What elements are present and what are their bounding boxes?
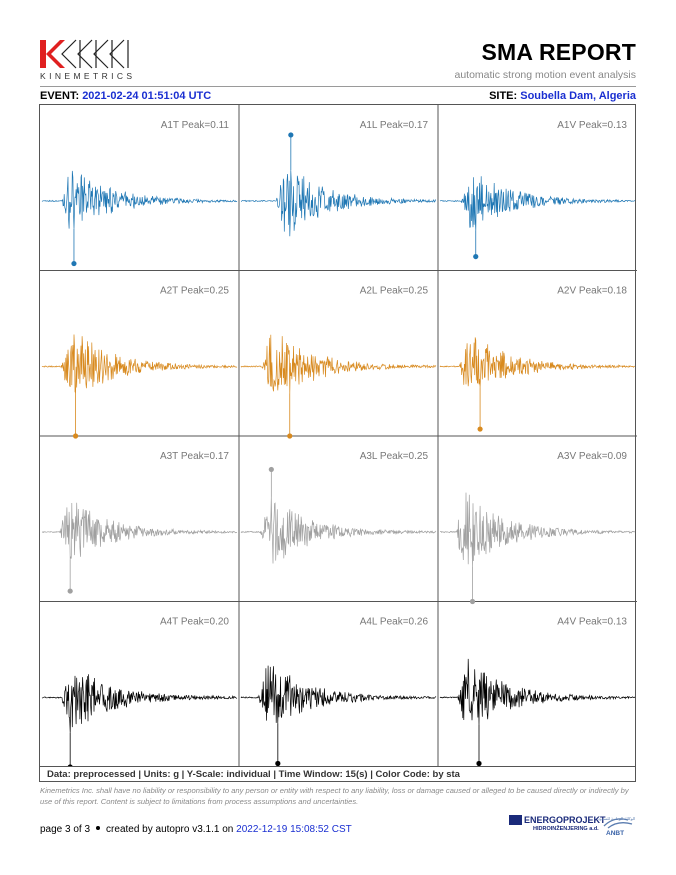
created-by: created by autopro v3.1.1 on [106,824,234,835]
peak-marker-dot [473,253,479,260]
report-subtitle: automatic strong motion event analysis [454,69,636,81]
waveform-trace [41,502,237,560]
report-title: SMA REPORT [481,39,636,65]
waveform-grid: A1T Peak=0.11 A1L Peak=0.17 A1V Peak=0.13 A… [39,104,637,782]
panel-peak-label: A4L Peak=0.26 [360,617,429,628]
waveform-panel: A2L Peak=0.25 [240,286,437,439]
panel-peak-label: A2L Peak=0.25 [360,286,429,297]
header-divider [40,86,636,87]
waveform-panel: A4V Peak=0.13 [439,617,636,767]
waveform-trace [439,492,636,567]
waveform-panel: A3V Peak=0.09 [439,451,636,605]
waveform-panel: A1T Peak=0.11 [41,120,238,267]
waveform-trace [41,334,238,394]
waveform-trace [240,170,436,237]
waveform-trace [439,337,636,388]
processing-parameters: Data: preprocessed | Units: g | Y-Scale:… [39,766,636,782]
site-label: SITE: [489,90,518,102]
logo-wordmark: KINEMETRICS [40,71,136,81]
energoprojekt-subname: HIDROINŽENJERING a.d. [533,826,599,832]
bullet-dot-icon [96,826,101,831]
anbt-wave-icon [603,818,633,829]
waveform-grid-svg: A1T Peak=0.11 A1L Peak=0.17 A1V Peak=0.13 A… [40,105,637,767]
peak-marker-dot [477,426,483,432]
energoprojekt-mark-icon [509,815,522,825]
waveform-panel: A3T Peak=0.17 [41,451,237,594]
anbt-name: ANBT [606,830,625,837]
event-datetime: 2021-02-24 01:51:04 UTC [82,90,212,102]
panel-peak-label: A1L Peak=0.17 [360,120,429,131]
waveform-trace [41,674,238,733]
page-footer: page 3 of 3 created by autopro v3.1.1 on … [40,824,352,835]
disclaimer: Kinemetrics Inc. shall have no liability… [40,786,629,806]
peak-marker-dot [71,260,77,267]
waveform-panel: A1V Peak=0.13 [439,120,636,260]
event-info-bar: EVENT: 2021-02-24 01:51:04 UTC SITE: Sou… [40,90,636,102]
event-label: EVENT: [40,90,80,102]
panel-peak-label: A1T Peak=0.11 [161,120,230,131]
energoprojekt-name: ENERGOPROJEKT [524,815,606,825]
waveform-panel: A4L Peak=0.26 [240,617,437,767]
waveform-panel: A1L Peak=0.17 [240,120,436,237]
peak-marker-dot [67,588,73,594]
site-name: Soubella Dam, Algeria [520,90,636,102]
waveform-trace [41,170,238,229]
panel-peak-label: A2T Peak=0.25 [160,286,229,297]
energoprojekt-logo: ENERGOPROJEKT HIDROINŽENJERING a.d. [509,812,606,838]
waveform-trace [240,334,437,394]
panel-peak-label: A2V Peak=0.18 [557,286,627,297]
site-info: SITE: Soubella Dam, Algeria [489,90,636,102]
anbt-arabic-name: الوكالة الوطنية للسدود [598,816,636,821]
waveform-panel: A4T Peak=0.20 [41,617,238,767]
kinemetrics-logo [40,38,135,75]
anbt-logo: الوكالة الوطنية للسدود ANBT [598,812,638,840]
panel-peak-label: A3T Peak=0.17 [160,451,229,462]
waveform-panel: A3L Peak=0.25 [240,451,437,564]
kinemetrics-logo-icon [40,39,129,69]
waveform-panel: A2T Peak=0.25 [41,286,238,439]
page-number: page 3 of 3 [40,824,91,835]
peak-marker-dot [72,433,79,439]
panel-peak-label: A3V Peak=0.09 [557,451,627,462]
waveform-trace [439,658,636,726]
report-header: KINEMETRICS SMA REPORT automatic strong … [40,38,636,88]
peak-marker-dot [275,760,281,767]
created-timestamp: 2022-12-19 15:08:52 CST [236,824,352,835]
panel-peak-label: A4V Peak=0.13 [557,617,627,628]
waveform-trace [240,496,437,564]
waveform-panel: A2V Peak=0.18 [439,286,636,432]
panel-peak-label: A4T Peak=0.20 [160,617,229,628]
peak-marker-dot [469,598,476,605]
waveform-trace [240,665,437,724]
panel-peak-label: A1V Peak=0.13 [557,120,627,131]
peak-marker-dot [288,132,294,138]
waveform-trace [439,176,636,231]
peak-marker-dot [287,433,293,439]
peak-marker-dot [476,760,482,767]
peak-marker-dot [268,466,274,473]
panel-peak-label: A3L Peak=0.25 [360,451,429,462]
